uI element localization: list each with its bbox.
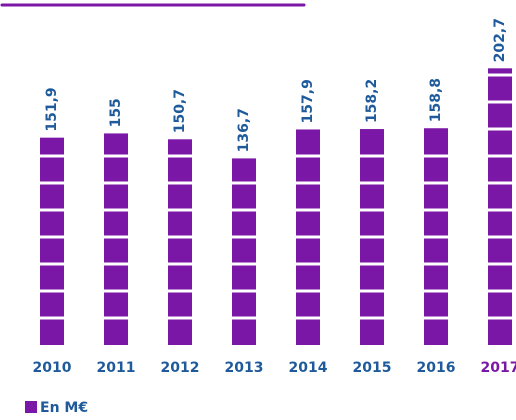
bar-gap [360,316,384,320]
bar [488,68,512,345]
bar [104,133,128,345]
bar [40,137,64,345]
bar-gap [232,316,256,320]
bar-gap [168,316,192,320]
bar-gap [360,181,384,185]
bar-gap [296,154,320,158]
value-label: 151,9 [44,87,60,131]
bar-gap [296,235,320,239]
bar-gap [488,262,512,266]
bar-gap [232,262,256,266]
bar-gap [488,73,512,77]
x-tick-label: 2016 [417,360,456,376]
x-tick-label: 2013 [225,360,264,376]
value-label: 202,7 [492,18,508,62]
value-label: 158,8 [428,78,444,122]
bar-gap [488,235,512,239]
legend-swatch [25,401,37,413]
value-label: 136,7 [236,108,252,152]
bar-gap [40,289,64,293]
bar-gap [104,235,128,239]
bar-gap [296,208,320,212]
bar-gap [360,289,384,293]
bar-gap [424,262,448,266]
bar-gap [104,316,128,320]
bar-gap [104,289,128,293]
bar-gap [40,316,64,320]
bar-gap [168,262,192,266]
x-tick-label: 2014 [289,360,328,376]
bar-gap [488,154,512,158]
bar [232,158,256,345]
bar-gap [424,181,448,185]
bar-gap [40,154,64,158]
bar-gap [360,208,384,212]
bar-gap [424,316,448,320]
bar-gap [424,289,448,293]
bar-gap [104,154,128,158]
bar-gap [232,235,256,239]
bar-gap [360,235,384,239]
bar-gap [168,289,192,293]
bar-gap [424,235,448,239]
value-label: 157,9 [300,79,316,123]
x-tick-label: 2015 [353,360,392,376]
bar-gap [296,181,320,185]
bar-gap [168,181,192,185]
bar-gap [104,181,128,185]
x-tick-label: 2011 [97,360,136,376]
bar-gap [232,208,256,212]
bar-gap [168,208,192,212]
bar-gap [296,262,320,266]
bar-gap [168,235,192,239]
bar-gap [296,289,320,293]
value-label: 155 [108,98,124,127]
x-tick-label: 2017 [481,360,516,376]
x-tick-label: 2010 [33,360,72,376]
bar-gap [104,262,128,266]
bar-gap [488,316,512,320]
bar-gap [488,208,512,212]
legend-label: En M€ [40,400,88,416]
value-label: 150,7 [172,89,188,133]
bar-gap [296,316,320,320]
bar-gap [488,289,512,293]
bar-gap [232,181,256,185]
bar-gap [40,181,64,185]
bar-gap [424,154,448,158]
value-label: 158,2 [364,79,380,123]
bar-gap [488,127,512,131]
bar [168,139,192,345]
bar-gap [168,154,192,158]
bar-gap [40,235,64,239]
bar-gap [360,154,384,158]
bar-gap [232,289,256,293]
bar-gap [424,208,448,212]
bar-gap [40,208,64,212]
bar-gap [40,262,64,266]
x-tick-label: 2012 [161,360,200,376]
bar-gap [104,208,128,212]
bar-gap [488,181,512,185]
bar-gap [488,100,512,104]
bar-gap [360,262,384,266]
